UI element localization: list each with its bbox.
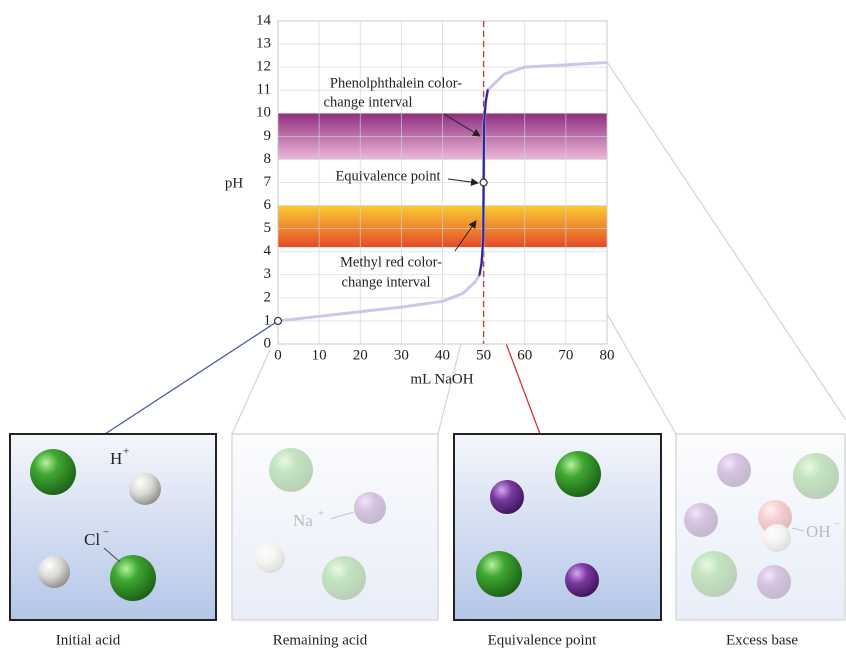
x-tick-label: 10: [312, 347, 327, 363]
y-tick-label: 1: [264, 312, 272, 328]
ion-label: Cl: [84, 530, 100, 549]
panel-label: Equivalence point: [488, 632, 598, 648]
y-tick-label: 9: [264, 128, 272, 144]
annotation: Phenolphthalein color-: [330, 75, 462, 91]
panel-label: Initial acid: [56, 632, 121, 648]
x-tick-label: 0: [274, 347, 282, 363]
chloride-ion: [691, 551, 737, 597]
y-tick-label: 5: [264, 220, 272, 236]
chloride-ion: [110, 555, 156, 601]
x-tick-label: 50: [476, 347, 491, 363]
panel: [454, 434, 661, 620]
equivalence-point: [480, 179, 487, 186]
chloride-ion: [30, 449, 76, 495]
y-tick-label: 14: [256, 12, 272, 28]
initial-point: [275, 317, 282, 324]
annotation: change interval: [324, 94, 413, 110]
x-tick-label: 80: [600, 347, 615, 363]
panel: OH −: [676, 434, 845, 620]
annotation: Equivalence point: [335, 168, 440, 184]
sodium-ion: [757, 565, 791, 599]
hydrogen-ion: [255, 543, 285, 573]
sodium-ion: [717, 453, 751, 487]
connector: [607, 62, 846, 420]
x-tick-label: 40: [435, 347, 450, 363]
y-tick-label: 4: [264, 243, 272, 259]
chloride-ion: [476, 551, 522, 597]
chloride-ion: [322, 556, 366, 600]
chloride-ion: [793, 453, 839, 499]
sodium-ion: [490, 480, 524, 514]
y-tick-label: 2: [264, 289, 272, 305]
ion-charge: +: [318, 508, 324, 520]
chloride-ion: [555, 451, 601, 497]
y-tick-label: 12: [256, 59, 271, 75]
y-tick-label: 11: [257, 82, 271, 98]
x-tick-label: 20: [353, 347, 368, 363]
x-tick-label: 60: [517, 347, 532, 363]
y-axis-label: pH: [225, 175, 244, 191]
hydrogen-atom: [763, 524, 791, 552]
ion-charge: −: [103, 527, 109, 539]
chloride-ion: [269, 448, 313, 492]
x-axis-label: mL NaOH: [410, 371, 473, 387]
ion-charge: +: [123, 446, 129, 458]
figure: 0123456789101112131401020304050607080 pH…: [0, 0, 846, 652]
y-tick-label: 3: [264, 266, 272, 282]
ion-charge: −: [834, 519, 840, 531]
panel-label: Excess base: [726, 632, 798, 648]
sodium-ion: [684, 503, 718, 537]
panel-label: Remaining acid: [273, 632, 368, 648]
annotation: change interval: [342, 274, 431, 290]
x-tick-label: 30: [394, 347, 409, 363]
y-tick-label: 6: [264, 197, 272, 213]
ion-label: Na: [293, 511, 313, 530]
y-tick-label: 7: [264, 174, 272, 190]
hydrogen-ion: [129, 473, 161, 505]
y-tick-label: 10: [256, 105, 271, 121]
ion-label: OH: [806, 522, 831, 541]
panel: H + Cl −: [10, 434, 216, 620]
sodium-ion: [354, 492, 386, 524]
panel: Na +: [232, 434, 438, 620]
annotation: Methyl red color-: [340, 254, 442, 270]
y-tick-label: 0: [264, 335, 272, 351]
y-tick-label: 8: [264, 151, 272, 167]
y-tick-label: 13: [256, 36, 271, 52]
x-tick-label: 70: [558, 347, 573, 363]
ion-label: H: [110, 449, 122, 468]
connector: [232, 350, 270, 434]
connector: [105, 321, 278, 434]
hydrogen-ion: [38, 556, 70, 588]
sodium-ion: [565, 563, 599, 597]
